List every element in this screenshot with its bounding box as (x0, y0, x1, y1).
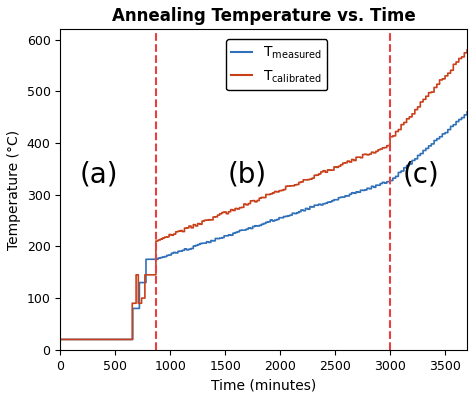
Legend: $\mathregular{T}$$_{\mathregular{measured}}$, $\mathregular{T}$$_{\mathregular{c: $\mathregular{T}$$_{\mathregular{measure… (226, 40, 328, 90)
X-axis label: Time (minutes): Time (minutes) (211, 378, 316, 392)
Title: Annealing Temperature vs. Time: Annealing Temperature vs. Time (112, 7, 416, 25)
Text: (b): (b) (228, 160, 267, 188)
Y-axis label: Temperature (°C): Temperature (°C) (7, 129, 21, 250)
Text: (c): (c) (402, 160, 439, 188)
Text: (a): (a) (80, 160, 118, 188)
